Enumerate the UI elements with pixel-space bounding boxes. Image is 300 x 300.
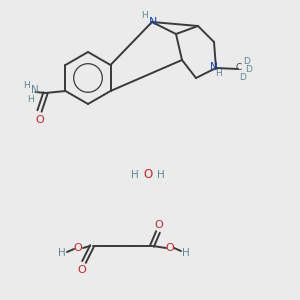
Text: H: H xyxy=(27,94,34,103)
Text: O: O xyxy=(143,169,153,182)
Text: N: N xyxy=(31,85,38,95)
Text: H: H xyxy=(131,170,139,180)
Text: H: H xyxy=(182,248,190,258)
Text: D: D xyxy=(246,65,252,74)
Text: H: H xyxy=(142,11,148,20)
Text: O: O xyxy=(35,115,44,125)
Text: N: N xyxy=(149,17,157,27)
Text: H: H xyxy=(58,248,66,258)
Text: H: H xyxy=(157,170,165,180)
Text: N: N xyxy=(210,62,218,72)
Text: O: O xyxy=(154,220,164,230)
Text: O: O xyxy=(78,265,86,275)
Text: H: H xyxy=(23,80,30,89)
Text: O: O xyxy=(74,243,82,253)
Text: C: C xyxy=(236,64,242,73)
Text: H: H xyxy=(214,68,221,77)
Text: D: D xyxy=(244,58,250,67)
Text: O: O xyxy=(166,243,174,253)
Text: D: D xyxy=(240,73,246,82)
